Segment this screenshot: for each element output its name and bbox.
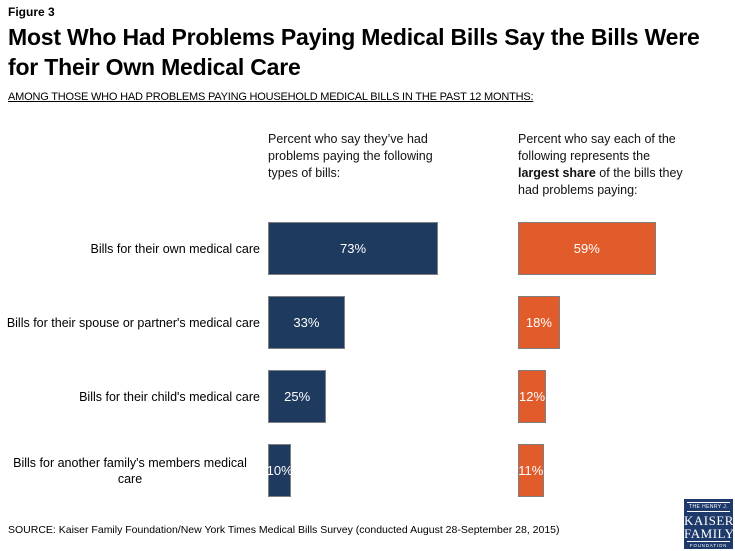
bar-value-label: 11% bbox=[518, 463, 544, 478]
right-header-line-rest: of the bills they bbox=[595, 166, 683, 180]
problems-paying-bar: 25% bbox=[268, 370, 327, 423]
chart-row: Bills for their spouse or partner's medi… bbox=[0, 296, 735, 349]
problems-bar-cell: 10% bbox=[266, 444, 510, 497]
largest-share-bar-cell: 59% bbox=[518, 222, 735, 275]
logo-text-kaiser: KAISER bbox=[684, 513, 733, 528]
category-label: Bills for their child's medical care bbox=[79, 389, 260, 404]
bar-value-label: 73% bbox=[340, 241, 367, 256]
largest-share-bar-cell: 12% bbox=[518, 370, 735, 423]
largest-share-bar-cell: 18% bbox=[518, 296, 735, 349]
problems-bar-cell: 73% bbox=[268, 222, 510, 275]
problems-bar-cell: 33% bbox=[268, 296, 510, 349]
figure-number: Figure 3 bbox=[8, 5, 55, 19]
category-label: Bills for another family's members medic… bbox=[13, 455, 247, 486]
chart-rows: Bills for their own medical care 73% 59%… bbox=[0, 222, 735, 497]
right-column-header: Percent who say each of the following re… bbox=[518, 131, 703, 199]
bar-value-label: 18% bbox=[525, 315, 552, 330]
largest-share-bar: 12% bbox=[518, 370, 546, 423]
right-header-bold-phrase: largest share bbox=[518, 166, 596, 180]
chart-subtitle: AMONG THOSE WHO HAD PROBLEMS PAYING HOUS… bbox=[8, 91, 534, 103]
logo-text-family: FAMILY bbox=[684, 526, 733, 541]
left-column-header: Percent who say they’ve had problems pay… bbox=[268, 132, 433, 180]
right-header-line: largest share of the bills they bbox=[518, 165, 703, 182]
largest-share-bar: 59% bbox=[518, 222, 656, 275]
largest-share-bar: 18% bbox=[518, 296, 560, 349]
right-header-line: following represents the bbox=[518, 149, 651, 163]
logo-text-henry-j: THE HENRY J. bbox=[687, 502, 730, 512]
chart-row: Bills for another family's members medic… bbox=[0, 444, 735, 497]
source-note: SOURCE: Kaiser Family Foundation/New Yor… bbox=[8, 524, 560, 536]
problems-bar-cell: 25% bbox=[268, 370, 510, 423]
bar-value-label: 33% bbox=[293, 315, 320, 330]
logo-text-foundation: FOUNDATION bbox=[687, 541, 730, 549]
chart-row: Bills for their child's medical care 25%… bbox=[0, 370, 735, 423]
right-header-line: had problems paying: bbox=[518, 183, 638, 197]
bar-value-label: 59% bbox=[573, 241, 600, 256]
bar-value-label: 25% bbox=[284, 389, 311, 404]
chart-title: Most Who Had Problems Paying Medical Bil… bbox=[8, 24, 700, 80]
problems-paying-bar: 73% bbox=[268, 222, 439, 275]
chart-row: Bills for their own medical care 73% 59% bbox=[0, 222, 735, 275]
category-label: Bills for their own medical care bbox=[90, 241, 260, 256]
largest-share-bar-cell: 11% bbox=[518, 444, 735, 497]
category-label: Bills for their spouse or partner's medi… bbox=[6, 315, 260, 330]
kaiser-family-foundation-logo: THE HENRY J. KAISER FAMILY FOUNDATION bbox=[684, 499, 733, 549]
problems-paying-bar: 33% bbox=[268, 296, 345, 349]
bar-value-label: 10% bbox=[266, 463, 293, 478]
right-header-line: Percent who say each of the bbox=[518, 132, 676, 146]
largest-share-bar: 11% bbox=[518, 444, 544, 497]
problems-paying-bar: 10% bbox=[266, 444, 293, 497]
bar-value-label: 12% bbox=[518, 389, 546, 404]
